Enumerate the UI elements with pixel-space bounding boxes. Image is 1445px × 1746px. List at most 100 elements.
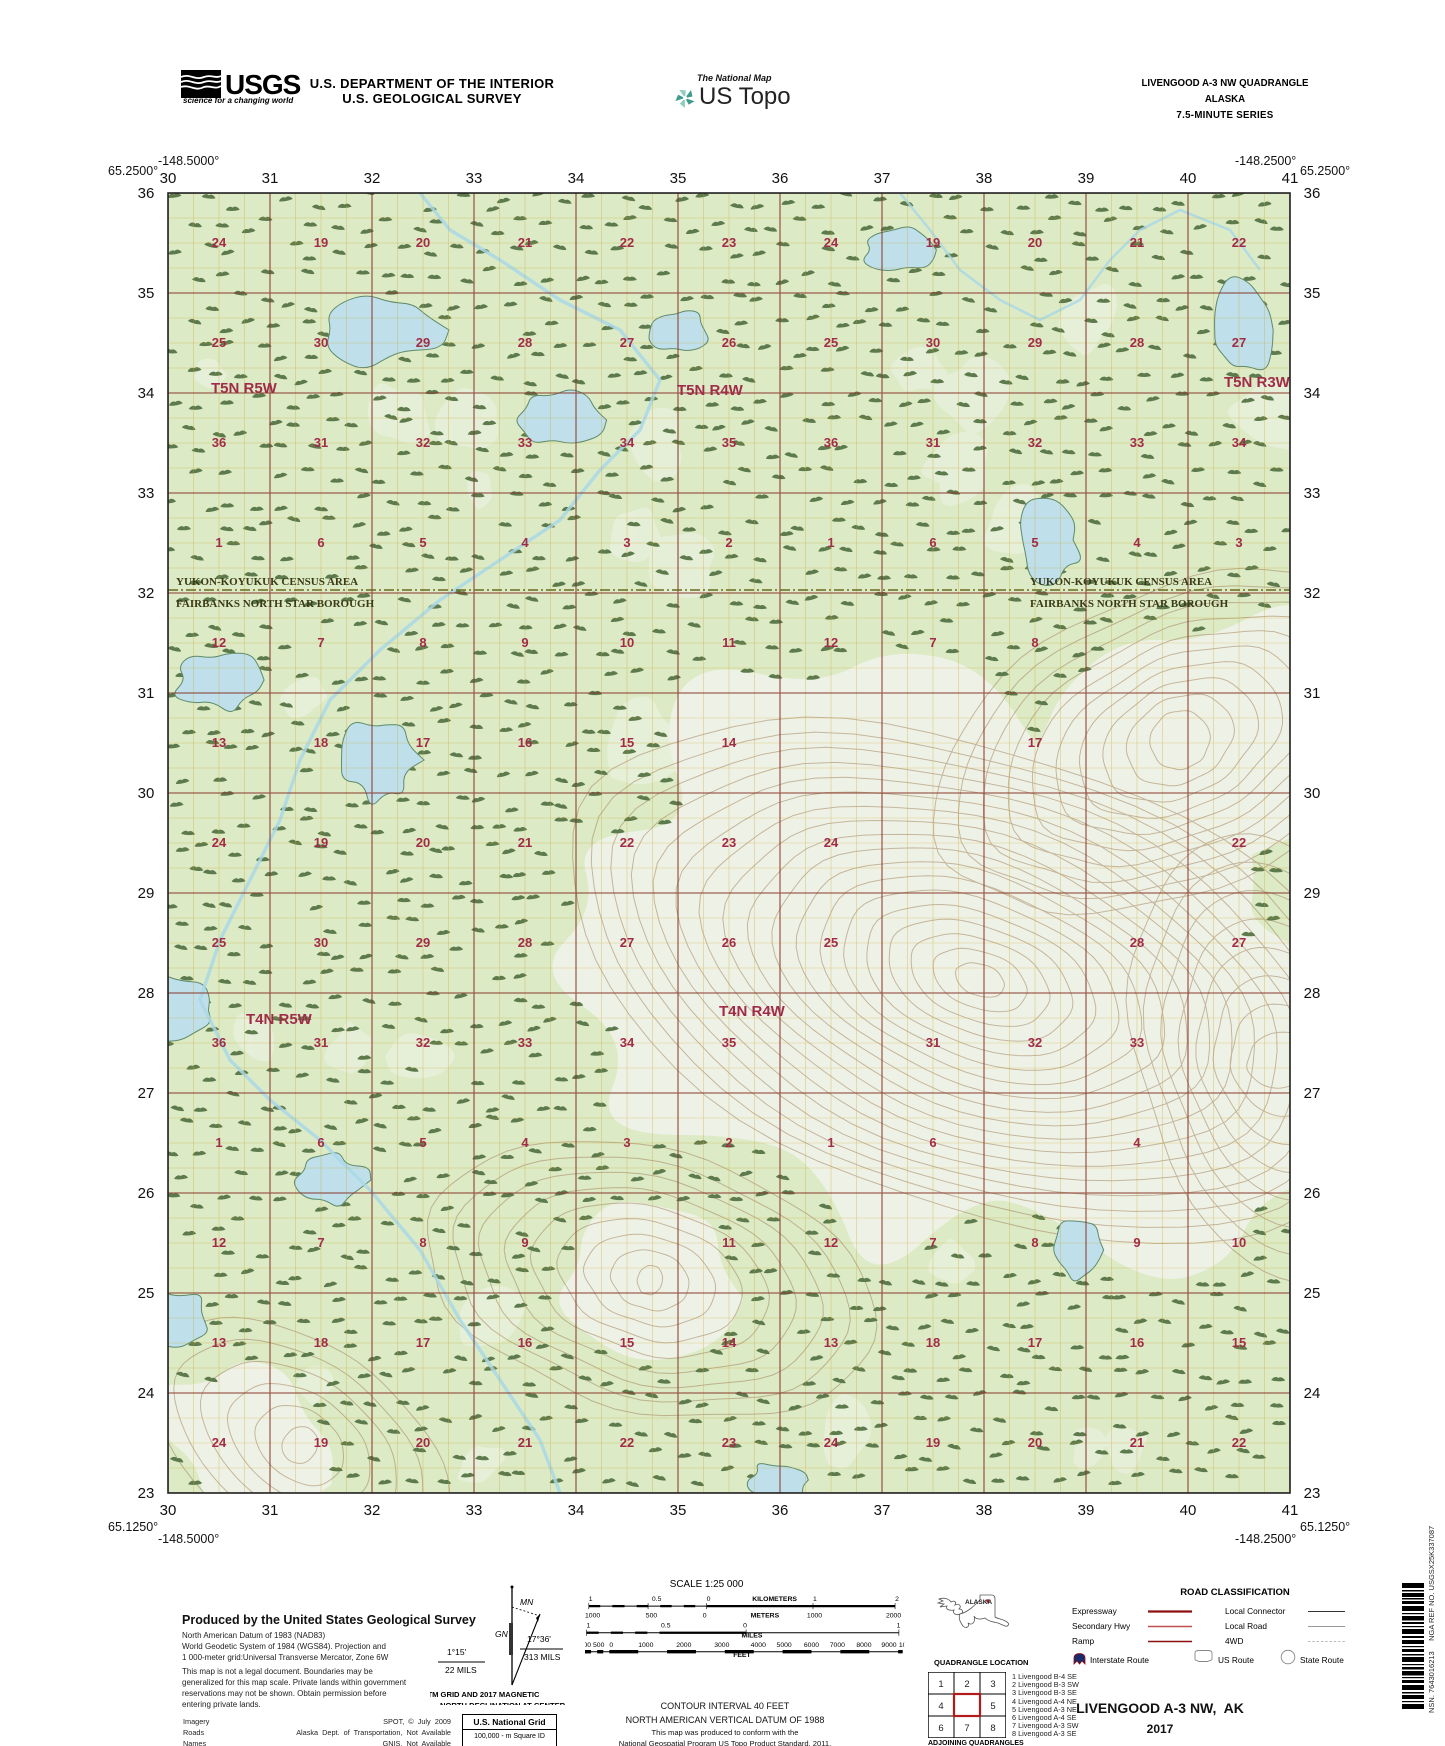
- svg-text:28: 28: [1130, 935, 1144, 950]
- svg-text:10: 10: [620, 635, 634, 650]
- svg-text:21: 21: [1130, 1435, 1144, 1450]
- svg-text:7: 7: [929, 635, 936, 650]
- svg-text:Interstate Route: Interstate Route: [1090, 1655, 1149, 1665]
- svg-text:T5N R5W: T5N R5W: [211, 380, 278, 397]
- svg-text:7: 7: [929, 1235, 936, 1250]
- svg-text:0: 0: [609, 1642, 613, 1649]
- svg-text:29: 29: [416, 335, 430, 350]
- svg-text:20: 20: [416, 835, 430, 850]
- svg-text:1000 500: 1000 500: [585, 1642, 605, 1649]
- svg-text:23: 23: [722, 1435, 736, 1450]
- svg-text:2000: 2000: [676, 1642, 691, 1649]
- svg-text:4WD: 4WD: [1225, 1636, 1243, 1646]
- svg-text:6: 6: [317, 1135, 324, 1150]
- svg-text:14: 14: [722, 1335, 737, 1350]
- svg-text:4: 4: [938, 1701, 943, 1712]
- svg-text:32: 32: [1028, 1035, 1042, 1050]
- svg-text:1: 1: [897, 1622, 901, 1629]
- svg-text:-148.2500°: -148.2500°: [1235, 1532, 1296, 1546]
- svg-text:32: 32: [416, 435, 430, 450]
- svg-text:1: 1: [827, 535, 834, 550]
- svg-text:34: 34: [620, 435, 635, 450]
- svg-text:31: 31: [314, 435, 328, 450]
- svg-text:5: 5: [990, 1701, 995, 1712]
- svg-text:24: 24: [212, 1435, 227, 1450]
- svg-text:UTM GRID AND 2017 MAGNETIC: UTM GRID AND 2017 MAGNETIC: [430, 1690, 540, 1699]
- svg-text:-148.5000°: -148.5000°: [158, 154, 219, 168]
- svg-text:27: 27: [620, 935, 634, 950]
- svg-text:27: 27: [1232, 935, 1246, 950]
- svg-text:30: 30: [314, 335, 328, 350]
- svg-text:5: 5: [1031, 535, 1038, 550]
- svg-text:27: 27: [620, 335, 634, 350]
- svg-text:28: 28: [518, 935, 532, 950]
- svg-text:30: 30: [1304, 785, 1321, 802]
- svg-text:3: 3: [623, 1135, 630, 1150]
- svg-text:15: 15: [1232, 1335, 1246, 1350]
- svg-text:26: 26: [722, 935, 736, 950]
- svg-text:33: 33: [466, 1502, 483, 1519]
- svg-text:-148.2500°: -148.2500°: [1235, 154, 1296, 168]
- svg-text:1: 1: [589, 1596, 593, 1603]
- svg-text:2: 2: [895, 1596, 899, 1603]
- svg-text:65.1250°: 65.1250°: [1300, 1520, 1350, 1534]
- svg-text:4: 4: [521, 535, 529, 550]
- svg-text:8000: 8000: [856, 1642, 871, 1649]
- svg-text:34: 34: [138, 385, 155, 402]
- svg-text:28: 28: [518, 335, 532, 350]
- svg-text:16: 16: [518, 735, 532, 750]
- svg-text:30: 30: [160, 170, 177, 187]
- svg-text:10000: 10000: [899, 1642, 904, 1649]
- svg-text:3: 3: [623, 535, 630, 550]
- svg-text:29: 29: [416, 935, 430, 950]
- svg-text:32: 32: [1028, 435, 1042, 450]
- svg-text:41: 41: [1282, 1502, 1299, 1519]
- svg-text:17: 17: [1028, 1335, 1042, 1350]
- svg-text:31: 31: [262, 170, 279, 187]
- svg-text:4: 4: [1133, 1135, 1141, 1150]
- svg-text:ALASKA: ALASKA: [965, 1599, 992, 1606]
- svg-text:1: 1: [587, 1622, 591, 1629]
- svg-text:2: 2: [725, 535, 732, 550]
- svg-text:32: 32: [364, 1502, 381, 1519]
- svg-text:12: 12: [824, 1235, 838, 1250]
- svg-text:18: 18: [314, 1335, 328, 1350]
- svg-text:18: 18: [314, 735, 328, 750]
- svg-text:24: 24: [212, 235, 227, 250]
- svg-text:24: 24: [1304, 1385, 1321, 1402]
- svg-text:33: 33: [1130, 1035, 1144, 1050]
- svg-text:35: 35: [138, 285, 155, 302]
- svg-text:23: 23: [1304, 1485, 1321, 1502]
- svg-text:500: 500: [646, 1613, 658, 1620]
- svg-text:7: 7: [317, 1235, 324, 1250]
- svg-text:31: 31: [314, 1035, 328, 1050]
- svg-text:32: 32: [138, 585, 155, 602]
- svg-text:16: 16: [518, 1335, 532, 1350]
- svg-text:MN: MN: [520, 1597, 534, 1607]
- svg-text:40: 40: [1180, 1502, 1197, 1519]
- svg-text:8: 8: [990, 1723, 995, 1734]
- svg-text:21: 21: [1130, 235, 1144, 250]
- svg-text:17°36': 17°36': [527, 1634, 551, 1644]
- svg-text:25: 25: [212, 335, 226, 350]
- svg-text:9: 9: [521, 1235, 528, 1250]
- svg-text:15: 15: [620, 1335, 634, 1350]
- svg-text:YUKON-KOYUKUK CENSUS AREA: YUKON-KOYUKUK CENSUS AREA: [176, 576, 358, 588]
- svg-text:-148.5000°: -148.5000°: [158, 1532, 219, 1546]
- svg-text:65.2500°: 65.2500°: [1300, 164, 1350, 178]
- svg-text:65.2500°: 65.2500°: [108, 164, 158, 178]
- svg-text:36: 36: [138, 185, 155, 202]
- svg-text:27: 27: [1232, 335, 1246, 350]
- svg-text:T4N R4W: T4N R4W: [719, 1003, 786, 1020]
- svg-text:27: 27: [1304, 1085, 1321, 1102]
- svg-text:19: 19: [926, 1435, 940, 1450]
- svg-text:33: 33: [518, 1035, 532, 1050]
- svg-text:FAIRBANKS NORTH STAR BOROUGH: FAIRBANKS NORTH STAR BOROUGH: [1030, 598, 1229, 610]
- svg-text:31: 31: [1304, 685, 1321, 702]
- svg-text:31: 31: [926, 1035, 940, 1050]
- svg-text:6000: 6000: [804, 1642, 819, 1649]
- svg-text:21: 21: [518, 835, 532, 850]
- svg-text:15: 15: [620, 735, 634, 750]
- svg-text:313 MILS: 313 MILS: [524, 1652, 561, 1662]
- svg-text:SCALE 1:25 000: SCALE 1:25 000: [670, 1579, 744, 1590]
